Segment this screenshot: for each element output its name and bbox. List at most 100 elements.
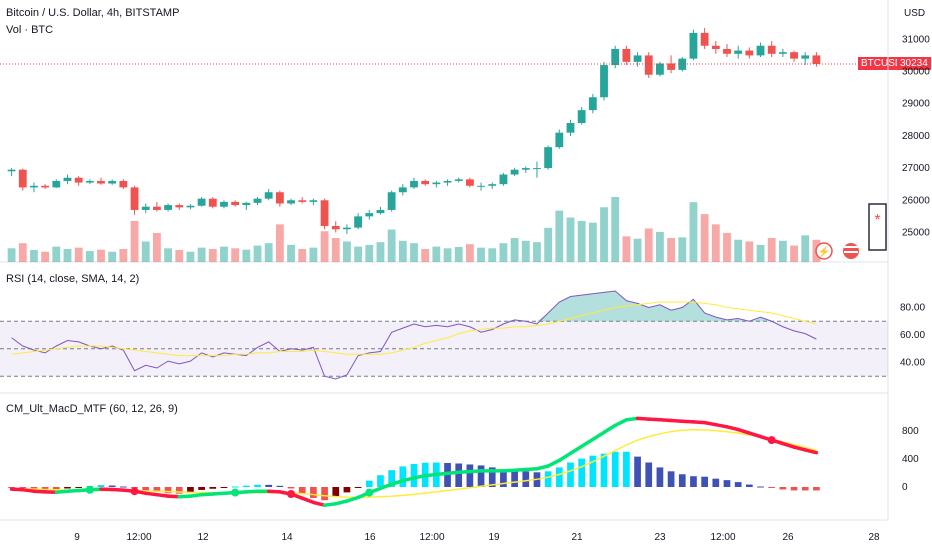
macd-histogram-bar [544,471,552,487]
macd-cross-dot [767,436,776,445]
macd-line-segment [646,417,662,422]
rsi-tick-label: 40.00 [900,358,925,369]
macd-line-segment [188,492,204,498]
macd-histogram-bar [97,485,105,487]
macd-histogram-bar [175,487,183,494]
volume-bar [376,242,385,262]
volume-bar [130,220,139,262]
volume-bar [555,210,564,262]
macd-line-segment [445,470,461,476]
volume-bar [432,246,441,262]
macd-histogram-bar [623,451,630,487]
candle-body [756,45,765,56]
macd-histogram-bar [466,464,474,487]
macd-line-segment [155,492,170,498]
macd-signal-line [11,428,817,499]
volume-bar [566,217,575,262]
macd-histogram-bar [231,486,239,488]
macd-histogram-bar [768,487,776,488]
macd-histogram-bar [377,475,384,487]
macd-line-segment [32,489,47,494]
volume-bar [331,238,340,262]
macd-histogram-bar [701,476,708,487]
macd-line-segment [591,430,606,442]
candle-body [331,226,340,230]
macd-line-segment [211,491,226,496]
alert-icon[interactable]: * [868,203,887,251]
candle-body [465,179,474,186]
macd-line-segment [635,416,651,421]
candle-body [499,174,508,185]
candle-body [644,55,653,75]
macd-line-segment [613,418,629,428]
macd-histogram-bar [757,486,764,488]
macd-histogram-bar [52,487,60,491]
volume-bar [108,251,117,262]
macd-histogram-bar [153,487,161,492]
rsi-overbought-fill [11,291,817,322]
volume-bar [723,232,731,262]
macd-histogram-bar [254,484,261,487]
macd-line-segment [244,489,260,494]
volume-bar [801,235,810,262]
volume-bar [74,247,83,262]
candle-body [74,177,83,183]
x-tick-label: 12:00 [419,532,444,543]
macd-histogram-bar [120,486,127,488]
candle-body [611,48,620,66]
volume-bar [253,245,262,262]
macd-line-segment [624,416,640,422]
macd-histogram-bar [399,466,407,487]
macd-line-segment [736,427,752,435]
x-tick-label: 12 [197,532,209,543]
macd-histogram-bar [477,465,485,487]
candle-body [264,192,273,199]
volume-bar [365,244,374,262]
candles [0,28,858,235]
volume-bar [499,243,508,262]
macd-line-segment [177,494,193,499]
macd-histogram-bar [75,487,83,488]
svg-text:*: * [874,212,880,229]
volume-bar [343,241,351,262]
macd-cross-dot [85,485,94,494]
candle-body [298,200,307,202]
macd-histogram-bar [801,487,809,491]
macd-line-segment [300,496,316,505]
macd-line-segment [456,469,472,475]
macd-line-segment [266,489,282,494]
volume-bar [354,246,363,262]
volume-bar [175,250,184,262]
macd-line-segment [143,491,159,497]
volume-bar [119,249,128,262]
candle-body [30,185,38,188]
volume-bar [231,248,240,262]
candle-body [566,123,575,133]
volume-bar [588,222,597,262]
macd-line-segment [322,502,338,507]
macd-histogram-bar [578,458,586,487]
volume-bar [600,207,608,262]
volume-bar [41,251,50,262]
flash-icon[interactable]: ⚡ [815,242,833,260]
candle-body [689,32,698,59]
volume-bar [309,247,318,262]
volume-bar [644,228,653,262]
volume-bar [454,246,463,262]
macd-histogram-bar [276,485,284,487]
macd-histogram-bar [287,487,295,489]
macd-histogram-bar [712,478,720,487]
volume-bar [421,249,430,262]
volume-bar [689,202,698,262]
volume-bar [477,247,485,262]
volume-bar [398,240,407,262]
symbol-price-tag: BTCUSD [858,56,906,70]
macd-histogram-bar [198,487,205,490]
candle-body [320,200,329,227]
candle-body [164,205,172,210]
candle-body [108,180,117,184]
volume-bar [410,243,418,262]
macd-histogram-bar [645,462,653,487]
macd-histogram-bar [667,471,675,487]
